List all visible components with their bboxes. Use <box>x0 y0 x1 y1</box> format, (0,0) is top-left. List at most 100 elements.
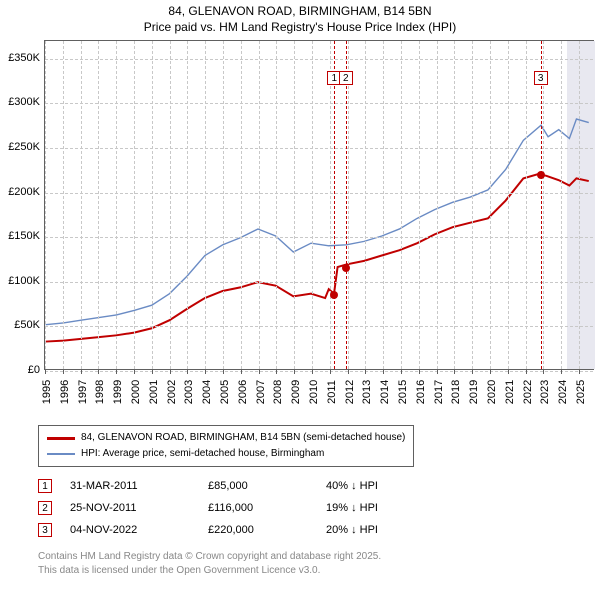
x-tick-label: 2022 <box>522 380 534 404</box>
x-tick-label: 2006 <box>237 380 249 404</box>
gridline-v <box>543 41 544 369</box>
x-tick <box>543 369 544 374</box>
x-tick <box>63 369 64 374</box>
x-tick-label: 1997 <box>77 380 89 404</box>
gridline-v <box>205 41 206 369</box>
legend-swatch <box>47 453 75 455</box>
y-tick-label: £0 <box>0 364 40 376</box>
x-tick-label: 2024 <box>557 380 569 404</box>
x-tick <box>401 369 402 374</box>
event-date: 04-NOV-2022 <box>70 524 190 536</box>
x-tick-label: 2014 <box>379 380 391 404</box>
gridline-v <box>383 41 384 369</box>
x-tick <box>419 369 420 374</box>
gridline-h <box>45 237 593 238</box>
footer-line2: This data is licensed under the Open Gov… <box>38 564 381 578</box>
title-line2: Price paid vs. HM Land Registry's House … <box>0 20 600 36</box>
x-tick-label: 2013 <box>361 380 373 404</box>
line-series-svg <box>45 41 593 369</box>
gridline-v <box>561 41 562 369</box>
y-tick-label: £250K <box>0 141 40 153</box>
gridline-v <box>63 41 64 369</box>
event-dot <box>330 291 338 299</box>
gridline-v <box>365 41 366 369</box>
event-number: 1 <box>38 479 52 493</box>
footer-attribution: Contains HM Land Registry data © Crown c… <box>38 550 381 577</box>
x-tick <box>187 369 188 374</box>
event-line <box>541 41 542 369</box>
x-tick <box>223 369 224 374</box>
x-tick <box>294 369 295 374</box>
x-tick-label: 2025 <box>575 380 587 404</box>
event-row: 304-NOV-2022£220,00020% ↓ HPI <box>38 519 416 541</box>
x-tick-label: 2011 <box>326 380 338 404</box>
event-dot <box>537 171 545 179</box>
x-tick-label: 2016 <box>415 380 427 404</box>
x-tick-label: 2007 <box>255 380 267 404</box>
gridline-v <box>134 41 135 369</box>
x-tick <box>579 369 580 374</box>
event-price: £85,000 <box>208 480 308 492</box>
x-tick-label: 2005 <box>219 380 231 404</box>
x-tick <box>98 369 99 374</box>
gridline-v <box>241 41 242 369</box>
event-price: £220,000 <box>208 524 308 536</box>
event-row: 225-NOV-2011£116,00019% ↓ HPI <box>38 497 416 519</box>
gridline-h <box>45 103 593 104</box>
gridline-v <box>419 41 420 369</box>
x-tick-label: 2023 <box>539 380 551 404</box>
event-date: 31-MAR-2011 <box>70 480 190 492</box>
gridline-v <box>259 41 260 369</box>
event-date: 25-NOV-2011 <box>70 502 190 514</box>
gridline-h <box>45 193 593 194</box>
x-tick-label: 1996 <box>59 380 71 404</box>
legend-item: HPI: Average price, semi-detached house,… <box>47 446 405 462</box>
y-tick-label: £100K <box>0 275 40 287</box>
gridline-v <box>312 41 313 369</box>
y-tick-label: £300K <box>0 96 40 108</box>
gridline-v <box>490 41 491 369</box>
title-line1: 84, GLENAVON ROAD, BIRMINGHAM, B14 5BN <box>0 4 600 20</box>
x-tick <box>508 369 509 374</box>
legend: 84, GLENAVON ROAD, BIRMINGHAM, B14 5BN (… <box>38 425 414 467</box>
event-pct: 19% ↓ HPI <box>326 502 416 514</box>
gridline-v <box>276 41 277 369</box>
gridline-v <box>579 41 580 369</box>
x-tick <box>241 369 242 374</box>
x-tick-label: 2003 <box>183 380 195 404</box>
chart-area: 123 £0£50K£100K£150K£200K£250K£300K£350K… <box>0 36 600 416</box>
gridline-v <box>437 41 438 369</box>
gridline-v <box>223 41 224 369</box>
gridline-v <box>98 41 99 369</box>
gridline-v <box>330 41 331 369</box>
x-tick-label: 2018 <box>450 380 462 404</box>
legend-item: 84, GLENAVON ROAD, BIRMINGHAM, B14 5BN (… <box>47 430 405 446</box>
x-tick-label: 1999 <box>112 380 124 404</box>
x-tick <box>526 369 527 374</box>
x-tick <box>205 369 206 374</box>
event-number: 2 <box>38 501 52 515</box>
x-tick-label: 2001 <box>148 380 160 404</box>
y-tick-label: £50K <box>0 319 40 331</box>
x-tick-label: 2012 <box>344 380 356 404</box>
gridline-h <box>45 282 593 283</box>
x-tick <box>259 369 260 374</box>
x-tick-label: 2008 <box>272 380 284 404</box>
gridline-v <box>348 41 349 369</box>
x-tick-label: 1998 <box>94 380 106 404</box>
x-tick-label: 2009 <box>290 380 302 404</box>
x-tick-label: 2004 <box>201 380 213 404</box>
legend-label: HPI: Average price, semi-detached house,… <box>81 446 324 462</box>
legend-swatch <box>47 437 75 440</box>
gridline-h <box>45 59 593 60</box>
events-table: 131-MAR-2011£85,00040% ↓ HPI225-NOV-2011… <box>38 475 416 541</box>
gridline-v <box>454 41 455 369</box>
x-tick-label: 2002 <box>166 380 178 404</box>
plot-region: 123 <box>44 40 594 370</box>
x-tick-label: 2021 <box>504 380 516 404</box>
gridline-v <box>187 41 188 369</box>
y-tick-label: £350K <box>0 52 40 64</box>
gridline-v <box>294 41 295 369</box>
gridline-v <box>472 41 473 369</box>
gridline-v <box>116 41 117 369</box>
